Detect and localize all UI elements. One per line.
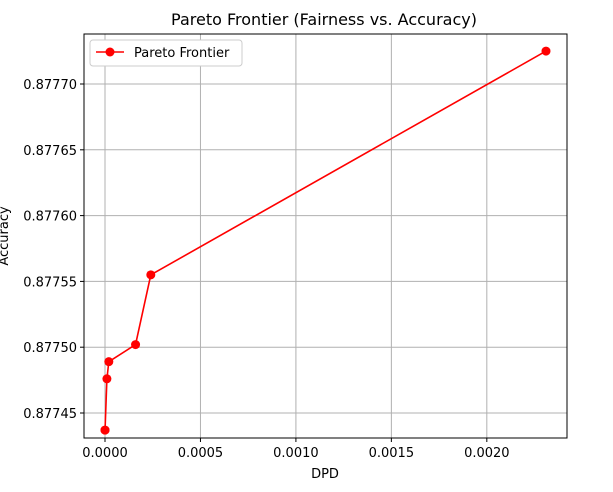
data-point	[541, 46, 551, 56]
x-grid	[104, 34, 488, 438]
y-tick-label: 0.87755	[23, 275, 77, 290]
y-tick-label: 0.87745	[23, 407, 77, 422]
legend-entry: Pareto Frontier	[134, 46, 230, 61]
data-point	[146, 270, 156, 280]
chart-title: Pareto Frontier (Fairness vs. Accuracy)	[171, 10, 477, 29]
plot-area	[83, 33, 568, 439]
data-point	[102, 374, 112, 384]
legend-marker	[105, 47, 115, 57]
y-tick-label: 0.87760	[23, 210, 77, 225]
legend: Pareto Frontier	[89, 39, 243, 67]
data-point	[100, 425, 110, 435]
x-axis-ticks: 0.0000 0.0005 0.0010 0.0015 0.0020	[82, 438, 510, 461]
y-tick-label: 0.87765	[23, 144, 77, 159]
y-tick-label: 0.87770	[23, 78, 77, 93]
data-point	[131, 340, 141, 350]
x-tick-label: 0.0015	[369, 446, 415, 461]
y-tick-label: 0.87750	[23, 341, 77, 356]
x-tick-label: 0.0010	[273, 446, 319, 461]
y-axis-ticks: 0.87745 0.87750 0.87755 0.87760 0.87765 0.877…	[23, 78, 84, 422]
x-tick-label: 0.0000	[82, 446, 128, 461]
series-layer	[100, 46, 551, 435]
x-tick-label: 0.0020	[464, 446, 510, 461]
legend-box	[89, 39, 243, 67]
x-tick-label: 0.0005	[178, 446, 224, 461]
data-point	[104, 357, 114, 367]
plot-frame	[83, 33, 568, 439]
plot-background	[84, 34, 567, 438]
y-axis-label: Accuracy	[0, 206, 12, 266]
x-axis-label: DPD	[311, 467, 339, 482]
